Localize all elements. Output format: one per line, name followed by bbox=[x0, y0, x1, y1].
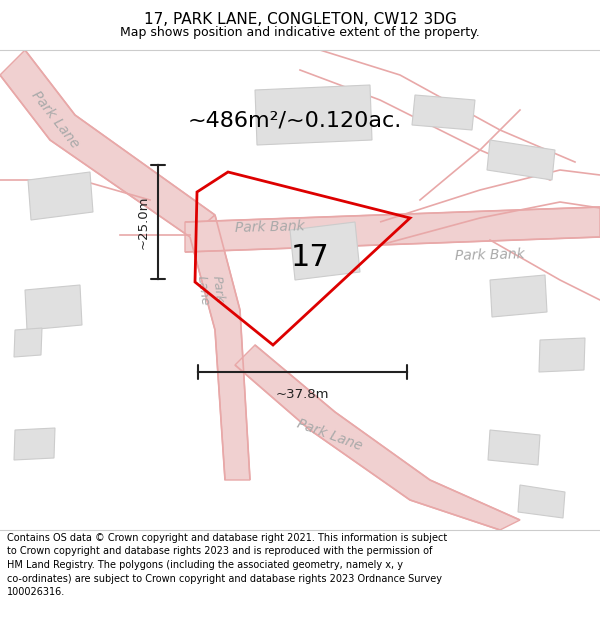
Polygon shape bbox=[539, 338, 585, 372]
Polygon shape bbox=[190, 215, 250, 480]
Polygon shape bbox=[255, 85, 372, 145]
Polygon shape bbox=[14, 328, 42, 357]
Text: ~25.0m: ~25.0m bbox=[137, 195, 150, 249]
Polygon shape bbox=[25, 285, 82, 330]
Polygon shape bbox=[290, 222, 360, 280]
Polygon shape bbox=[487, 140, 555, 180]
Polygon shape bbox=[518, 485, 565, 518]
Polygon shape bbox=[412, 95, 475, 130]
Polygon shape bbox=[185, 207, 600, 252]
Text: Park Bank: Park Bank bbox=[455, 247, 525, 263]
Text: Park Lane: Park Lane bbox=[28, 89, 82, 151]
Text: Park
Lane: Park Lane bbox=[194, 273, 226, 307]
Polygon shape bbox=[0, 50, 215, 237]
Text: ~37.8m: ~37.8m bbox=[276, 388, 329, 401]
Text: Park Lane: Park Lane bbox=[295, 417, 365, 453]
Polygon shape bbox=[490, 275, 547, 317]
Text: Park Bank: Park Bank bbox=[235, 219, 305, 235]
Polygon shape bbox=[488, 430, 540, 465]
Text: Map shows position and indicative extent of the property.: Map shows position and indicative extent… bbox=[120, 26, 480, 39]
Polygon shape bbox=[14, 428, 55, 460]
Text: ~486m²/~0.120ac.: ~486m²/~0.120ac. bbox=[188, 110, 402, 130]
Text: 17: 17 bbox=[290, 244, 329, 272]
Text: Contains OS data © Crown copyright and database right 2021. This information is : Contains OS data © Crown copyright and d… bbox=[7, 533, 448, 598]
Polygon shape bbox=[235, 345, 520, 530]
Polygon shape bbox=[28, 172, 93, 220]
Text: 17, PARK LANE, CONGLETON, CW12 3DG: 17, PARK LANE, CONGLETON, CW12 3DG bbox=[143, 12, 457, 28]
